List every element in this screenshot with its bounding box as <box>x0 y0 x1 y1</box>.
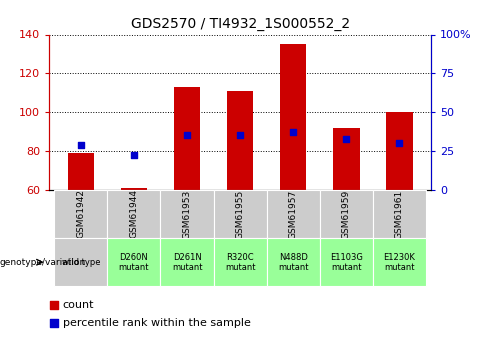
Text: N488D
mutant: N488D mutant <box>278 253 308 272</box>
Bar <box>161 190 214 238</box>
Bar <box>68 153 94 190</box>
Bar <box>107 190 161 238</box>
Bar <box>227 91 253 190</box>
Point <box>50 320 58 325</box>
Text: E1230K
mutant: E1230K mutant <box>383 253 416 272</box>
Text: percentile rank within the sample: percentile rank within the sample <box>63 318 250 327</box>
Point <box>289 129 297 134</box>
Bar <box>214 238 267 286</box>
Bar <box>333 128 360 190</box>
Text: GSM61955: GSM61955 <box>236 189 245 238</box>
Bar <box>320 190 373 238</box>
Text: GSM61944: GSM61944 <box>129 189 139 238</box>
Text: GSM61953: GSM61953 <box>182 189 192 238</box>
Bar <box>267 190 319 238</box>
Bar <box>107 238 161 286</box>
Text: count: count <box>63 300 94 310</box>
Bar <box>121 188 147 190</box>
Bar <box>373 190 426 238</box>
Bar <box>386 112 413 190</box>
Point <box>236 132 244 138</box>
Text: GSM61957: GSM61957 <box>289 189 298 238</box>
Text: genotype/variation: genotype/variation <box>0 258 86 267</box>
Bar <box>267 238 319 286</box>
Bar <box>54 238 107 286</box>
Bar <box>54 190 107 238</box>
Bar <box>373 238 426 286</box>
Point <box>50 303 58 308</box>
Bar <box>320 238 373 286</box>
Point <box>130 152 138 158</box>
Text: wild type: wild type <box>62 258 100 267</box>
Point <box>395 140 403 146</box>
Text: GSM61959: GSM61959 <box>342 189 351 238</box>
Text: D261N
mutant: D261N mutant <box>172 253 202 272</box>
Point <box>77 142 85 148</box>
Bar <box>174 87 200 190</box>
Point <box>343 137 350 142</box>
Text: GSM61961: GSM61961 <box>395 189 404 238</box>
Text: R320C
mutant: R320C mutant <box>225 253 255 272</box>
Title: GDS2570 / TI4932_1S000552_2: GDS2570 / TI4932_1S000552_2 <box>130 17 350 31</box>
Point <box>183 132 191 138</box>
Text: D260N
mutant: D260N mutant <box>119 253 149 272</box>
Bar <box>161 238 214 286</box>
Text: E1103G
mutant: E1103G mutant <box>330 253 363 272</box>
Bar <box>214 190 267 238</box>
Text: GSM61942: GSM61942 <box>76 189 85 238</box>
Bar <box>280 44 306 190</box>
